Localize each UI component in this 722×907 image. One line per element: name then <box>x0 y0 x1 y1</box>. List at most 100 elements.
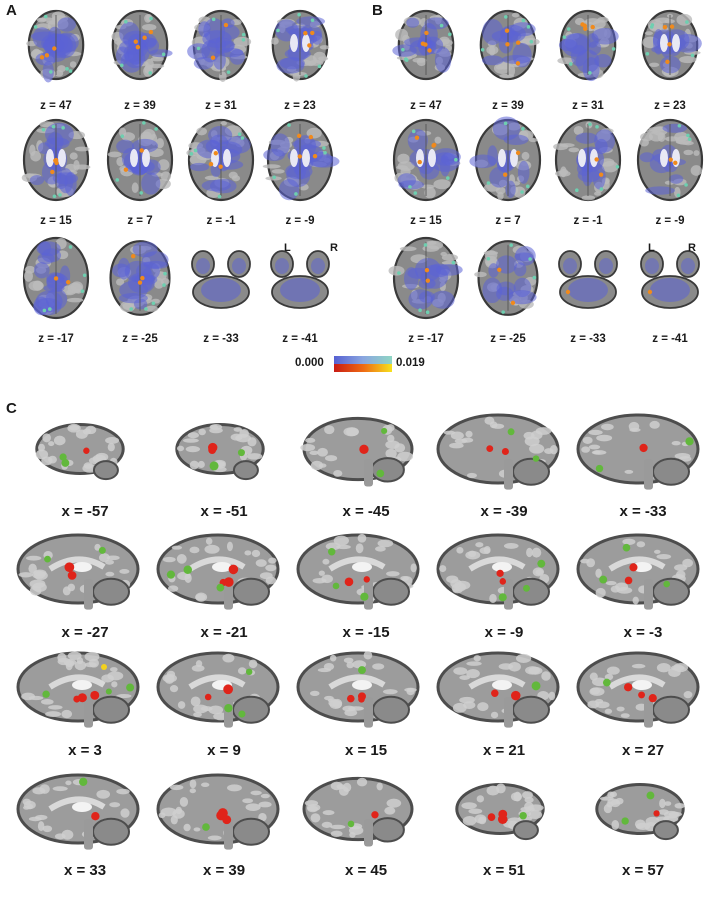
panel-b-axial-slice-label: z = -9 <box>655 215 685 227</box>
panel-b-brain-slice-image <box>557 9 619 82</box>
sagittal-brain-image <box>156 773 280 850</box>
panel-a-axial-slice-label: z = -41 <box>282 333 318 345</box>
sagittal-slice <box>12 410 144 496</box>
panel-b-axial-slice-label: z = 47 <box>410 100 442 112</box>
orientation-right-label: R <box>330 242 338 254</box>
panel-a-axial-slice-label: z = 23 <box>284 100 316 112</box>
panel-a-axial-slice <box>102 118 178 206</box>
sagittal-brain-image <box>436 651 560 728</box>
panel-a-axial-slice <box>18 236 94 324</box>
sagittal-slice <box>572 770 704 856</box>
panel-a-axial-slice <box>262 236 338 324</box>
panel-b-brain-slice-image <box>392 9 455 81</box>
panel-b-axial-slice <box>388 3 464 91</box>
panel-a-axial-slice-label: z = -17 <box>38 333 74 345</box>
panel-b-axial-slice <box>550 3 626 91</box>
sagittal-brain-image <box>436 533 560 610</box>
panel-b-axial-slice <box>632 3 708 91</box>
panel-a-brain-slice-image <box>270 9 330 82</box>
panel-a-axial-slice <box>102 236 178 324</box>
panel-b-brain-slice-image <box>641 9 702 81</box>
sagittal-slice <box>152 648 284 734</box>
sagittal-brain-image <box>16 651 140 728</box>
sagittal-slice <box>292 648 424 734</box>
sagittal-brain-image <box>156 651 280 728</box>
sagittal-slice <box>572 648 704 734</box>
panel-b-axial-slice <box>388 118 464 206</box>
panel-b-axial-slice-label: z = -33 <box>570 333 606 345</box>
sagittal-brain-image <box>576 533 700 610</box>
sagittal-slice-label: x = 39 <box>202 862 246 879</box>
panel-a-axial-slice-label: z = -33 <box>203 333 239 345</box>
panel-a-axial-slice-label: z = 7 <box>127 215 153 227</box>
sagittal-slice <box>12 770 144 856</box>
sagittal-brain-image <box>296 651 420 728</box>
panel-b-axial-slice-label: z = -17 <box>408 333 444 345</box>
panel-a-brain-slice-image <box>22 236 90 320</box>
panel-a-axial-slice <box>183 118 259 206</box>
sagittal-brain-image <box>455 783 545 841</box>
panel-a-axial-slice-label: z = 47 <box>40 100 72 112</box>
colorbar-min-label: 0.000 <box>295 357 324 369</box>
sagittal-slice-label: x = -33 <box>619 503 667 520</box>
panel-b-brain-slice-image <box>640 250 700 309</box>
panel-b-axial-slice <box>388 236 464 324</box>
panel-a-brain-slice-image <box>109 240 171 316</box>
panel-b-brain-slice-image <box>474 240 539 316</box>
panel-a-axial-slice <box>183 236 259 324</box>
colorbar-blue-scale <box>334 356 392 364</box>
panel-a-brain-slice-image <box>270 250 330 309</box>
colorbar <box>334 356 392 372</box>
panel-a-axial-slice-label: z = -1 <box>206 215 236 227</box>
panel-a-brain-slice-image <box>187 9 252 82</box>
panel-b-axial-slice <box>632 118 708 206</box>
sagittal-slice-label: x = -45 <box>342 503 390 520</box>
sagittal-brain-image <box>576 651 700 728</box>
sagittal-slice-label: x = -21 <box>200 624 248 641</box>
sagittal-slice <box>432 770 564 856</box>
panel-a-axial-slice-label: z = 15 <box>40 215 72 227</box>
panel-b-brain-slice-image <box>392 118 461 202</box>
sagittal-brain-image <box>296 533 420 610</box>
panel-b-brain-slice-image <box>479 9 540 81</box>
sagittal-slice-label: x = 57 <box>621 862 665 879</box>
sagittal-slice-label: x = -15 <box>342 624 390 641</box>
sagittal-brain-image <box>35 423 125 481</box>
panel-b-axial-slice <box>550 118 626 206</box>
sagittal-brain-image <box>16 533 140 610</box>
orientation-right-label-b: R <box>688 242 696 254</box>
sagittal-slice <box>572 530 704 616</box>
sagittal-slice-label: x = -51 <box>200 503 248 520</box>
panel-b-axial-slice <box>469 116 546 206</box>
panel-b-brain-slice-image <box>388 236 463 320</box>
sagittal-slice-label: x = -39 <box>480 503 528 520</box>
sagittal-slice-label: x = -27 <box>61 624 109 641</box>
sagittal-slice <box>292 530 424 616</box>
sagittal-slice-label: x = -57 <box>61 503 109 520</box>
panel-a-axial-slice <box>262 118 340 206</box>
sagittal-brain-image <box>436 413 560 490</box>
panel-b-brain-slice-image <box>636 118 704 202</box>
panel-a-axial-slice-label: z = 39 <box>124 100 156 112</box>
sagittal-brain-image <box>302 776 414 847</box>
orientation-left-label-b: L <box>648 242 655 254</box>
sagittal-slice-label: x = 3 <box>68 742 102 759</box>
panel-b-axial-slice-label: z = 31 <box>572 100 604 112</box>
panel-label-b: B <box>372 2 383 19</box>
panel-a-axial-slice <box>262 3 338 91</box>
sagittal-slice-label: x = -9 <box>484 624 524 641</box>
sagittal-slice <box>432 410 564 496</box>
panel-label-a: A <box>6 2 17 19</box>
panel-b-axial-slice <box>550 236 626 324</box>
colorbar-max-label: 0.019 <box>396 357 425 369</box>
panel-b-axial-slice-label: z = 15 <box>410 215 442 227</box>
panel-a-brain-slice-image <box>186 118 255 202</box>
panel-b-axial-slice-label: z = -41 <box>652 333 688 345</box>
panel-a-brain-slice-image <box>191 250 251 309</box>
sagittal-slice-label: x = 51 <box>482 862 526 879</box>
sagittal-brain-image <box>300 416 414 487</box>
sagittal-slice <box>152 410 284 496</box>
panel-b-axial-slice <box>632 236 708 324</box>
sagittal-slice-label: x = 33 <box>63 862 107 879</box>
sagittal-slice <box>12 648 144 734</box>
